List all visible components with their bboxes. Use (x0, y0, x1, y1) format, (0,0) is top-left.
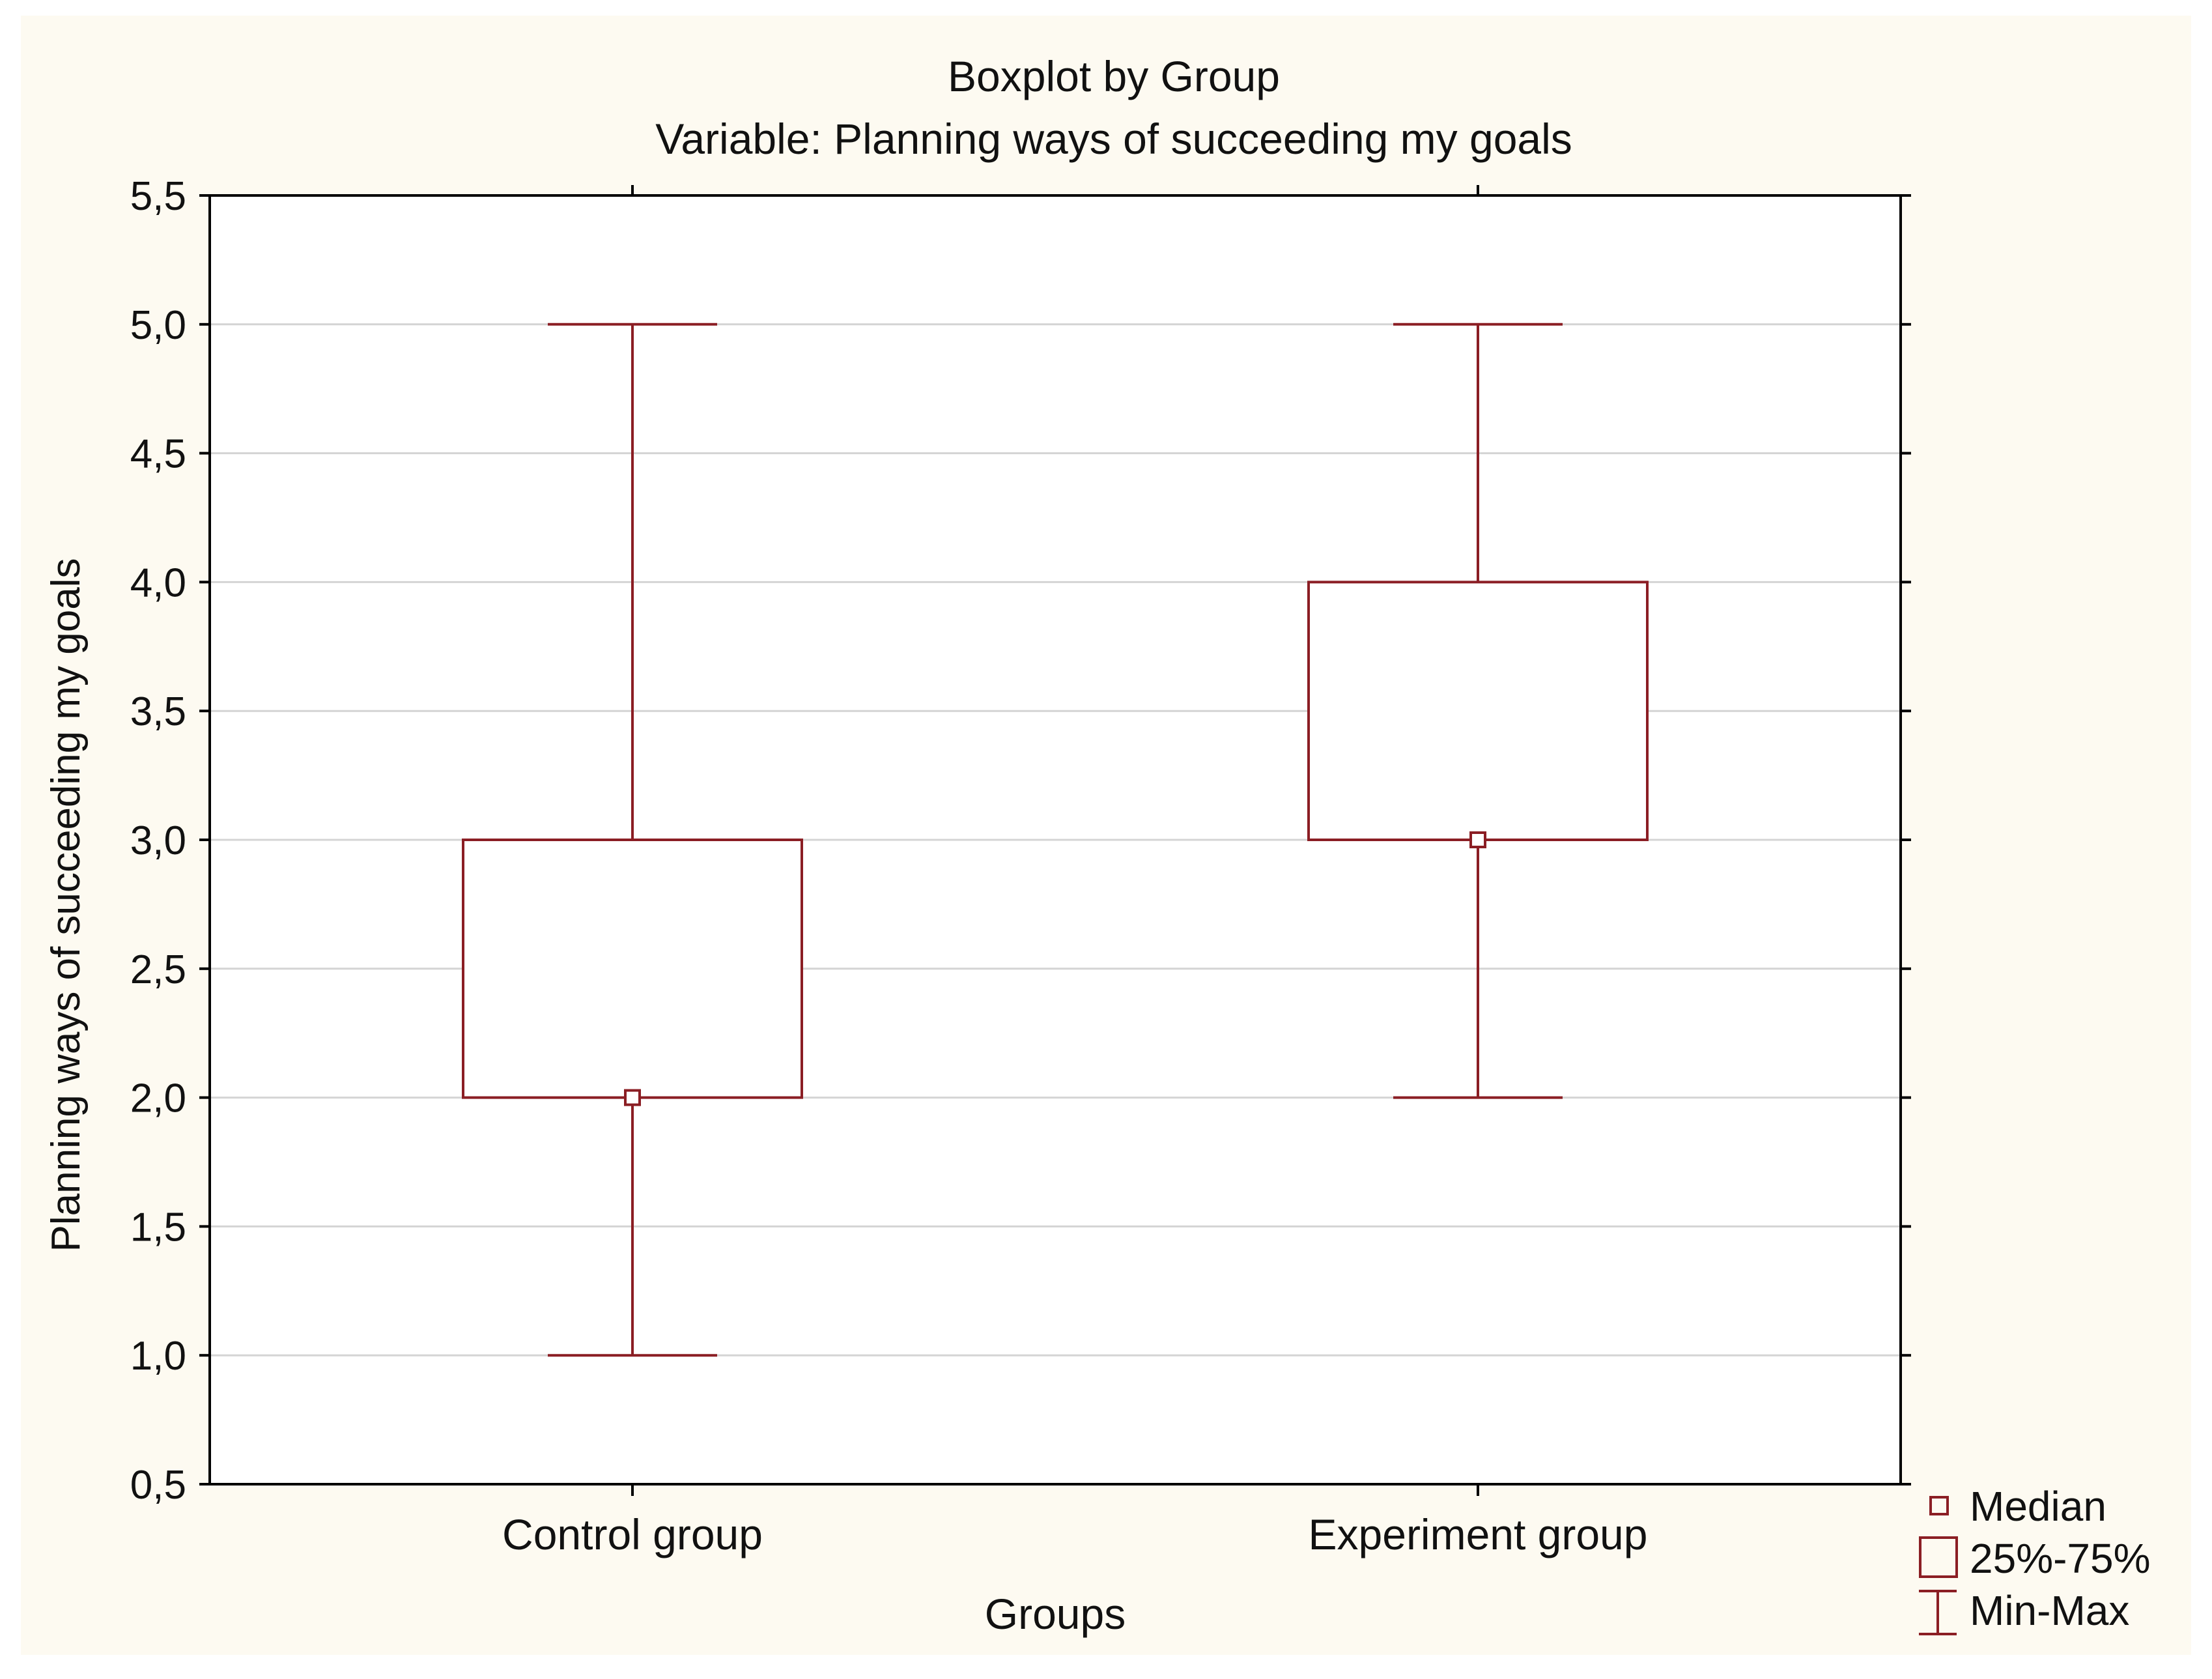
y-tick-label: 2,0 (130, 1076, 186, 1121)
x-axis-label: Groups (985, 1590, 1126, 1638)
y-tick-label: 5,5 (130, 174, 186, 219)
median-marker (624, 1089, 641, 1106)
y-tick-label: 5,0 (130, 303, 186, 348)
y-tick-label: 1,0 (130, 1334, 186, 1379)
legend: Median 25%-75% Min-Max (1919, 1483, 2151, 1635)
x-tick-label: Experiment group (1309, 1510, 1648, 1558)
median-marker (1469, 831, 1486, 848)
iqr-box (462, 839, 803, 1099)
median-icon (1929, 1496, 1949, 1515)
y-tick-label: 2,5 (130, 947, 186, 992)
legend-item-box: 25%-75% (1919, 1535, 2151, 1582)
legend-label-box: 25%-75% (1970, 1535, 2151, 1582)
y-tick-label: 0,5 (130, 1463, 186, 1508)
y-tick-label: 4,0 (130, 560, 186, 605)
y-axis-label: Planning ways of succeeding my goals (44, 558, 89, 1252)
legend-item-median: Median (1929, 1483, 2106, 1530)
y-tick-label: 1,5 (130, 1205, 186, 1250)
legend-item-whisker: Min-Max (1919, 1587, 2129, 1635)
whisker-icon (1919, 1590, 1957, 1635)
iqr-box (1307, 581, 1649, 842)
series-layer (462, 323, 1649, 1357)
chart-subtitle: Variable: Planning ways of succeeding my… (655, 115, 1572, 163)
box-group (1307, 323, 1649, 1099)
box-group (462, 323, 803, 1357)
legend-label-median: Median (1970, 1483, 2106, 1530)
y-tick-label: 3,0 (130, 818, 186, 863)
box-icon (1919, 1536, 1958, 1578)
y-tick-label: 4,5 (130, 432, 186, 477)
y-tick-label: 3,5 (130, 689, 186, 734)
legend-label-whisker: Min-Max (1970, 1587, 2129, 1634)
chart-title: Boxplot by Group (948, 52, 1280, 100)
axis-layer: 0,5 1,0 1,5 2,0 2,5 3,0 3,5 4,0 4,5 5,0 5,5 Control… (130, 174, 1911, 1558)
x-tick-label: Control group (502, 1510, 763, 1558)
